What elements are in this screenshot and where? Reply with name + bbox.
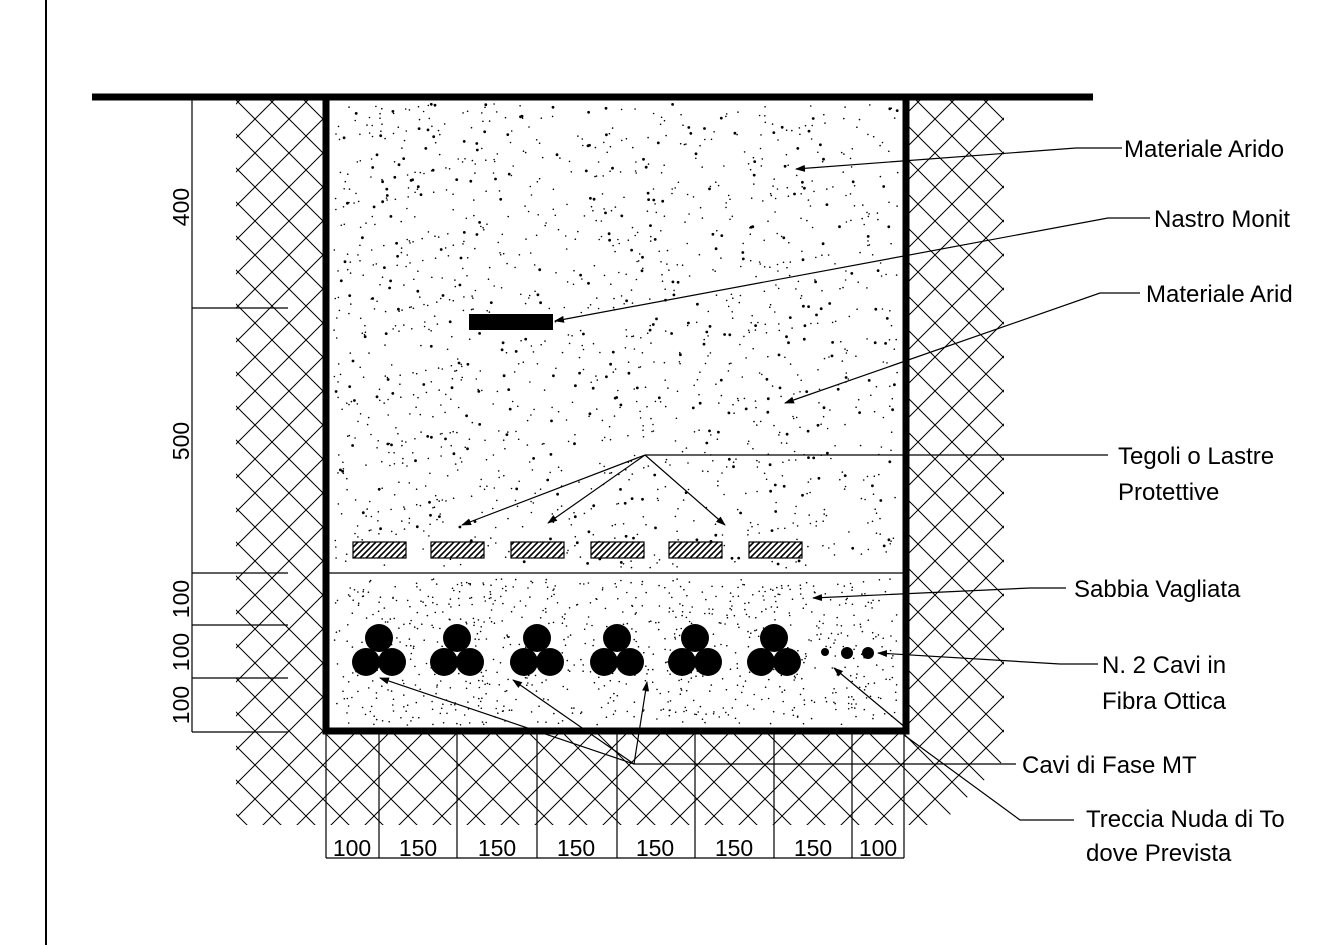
dimension-500: 500 [168, 422, 194, 460]
fiber-cable [862, 647, 874, 659]
label-sabbia-vagliata: Sabbia Vagliata [1074, 576, 1241, 603]
cable-trefoil [352, 624, 406, 676]
hdim-7: 150 [794, 835, 832, 861]
cable-trefoil [590, 624, 644, 676]
hdim-4: 150 [557, 835, 595, 861]
hdim-5: 150 [636, 835, 674, 861]
label-materiale-arido-mid: Materiale Arid [1146, 281, 1293, 308]
label-nastro-monitore: Nastro Monit [1154, 206, 1290, 233]
hdim-1: 100 [333, 835, 371, 861]
protective-tiles [352, 541, 803, 559]
hdim-2: 150 [399, 835, 437, 861]
protective-tile [430, 541, 485, 559]
warning-tape [469, 314, 553, 330]
dimension-100-sand-top: 100 [168, 580, 194, 618]
dimension-400: 400 [168, 188, 194, 226]
label-fibra-line1: N. 2 Cavi in [1102, 652, 1226, 679]
mv-cable-trefoils [352, 624, 801, 676]
callout-labels: Materiale Arido Nastro Monit Materiale A… [1022, 136, 1293, 867]
horizontal-dimension-values: 100 150 150 150 150 150 150 100 [333, 835, 897, 861]
cable-trefoil [747, 624, 801, 676]
protective-tile [668, 541, 723, 559]
cable-trefoil [668, 624, 722, 676]
aggregate-texture [333, 102, 899, 569]
protective-tile [590, 541, 645, 559]
hdim-6: 150 [715, 835, 753, 861]
protective-tile [352, 541, 407, 559]
label-treccia-line1: Treccia Nuda di To [1086, 806, 1285, 833]
leader-lines [379, 147, 1150, 821]
fiber-optic-cables [821, 647, 874, 659]
dimension-100-cable: 100 [168, 633, 194, 671]
protective-tile [748, 541, 803, 559]
label-tegoli-line1: Tegoli o Lastre [1118, 443, 1274, 470]
label-fibra-line2: Fibra Ottica [1102, 688, 1227, 715]
vertical-dimension-lines [191, 97, 288, 733]
label-materiale-arido-top: Materiale Arido [1124, 136, 1284, 163]
label-tegoli-line2: Protettive [1118, 479, 1219, 506]
fiber-cable-small [821, 648, 829, 656]
hdim-3: 150 [478, 835, 516, 861]
label-cavi-fase: Cavi di Fase MT [1022, 752, 1197, 779]
label-treccia-line2: dove Prevista [1086, 840, 1232, 867]
cable-trefoil [430, 624, 484, 676]
fiber-cable [841, 647, 853, 659]
cable-trefoil [510, 624, 564, 676]
horizontal-dimension-lines [325, 732, 905, 859]
protective-tile [510, 541, 565, 559]
dimension-100-bottom: 100 [168, 686, 194, 724]
hdim-8: 100 [859, 835, 897, 861]
trench-walls [322, 97, 910, 735]
